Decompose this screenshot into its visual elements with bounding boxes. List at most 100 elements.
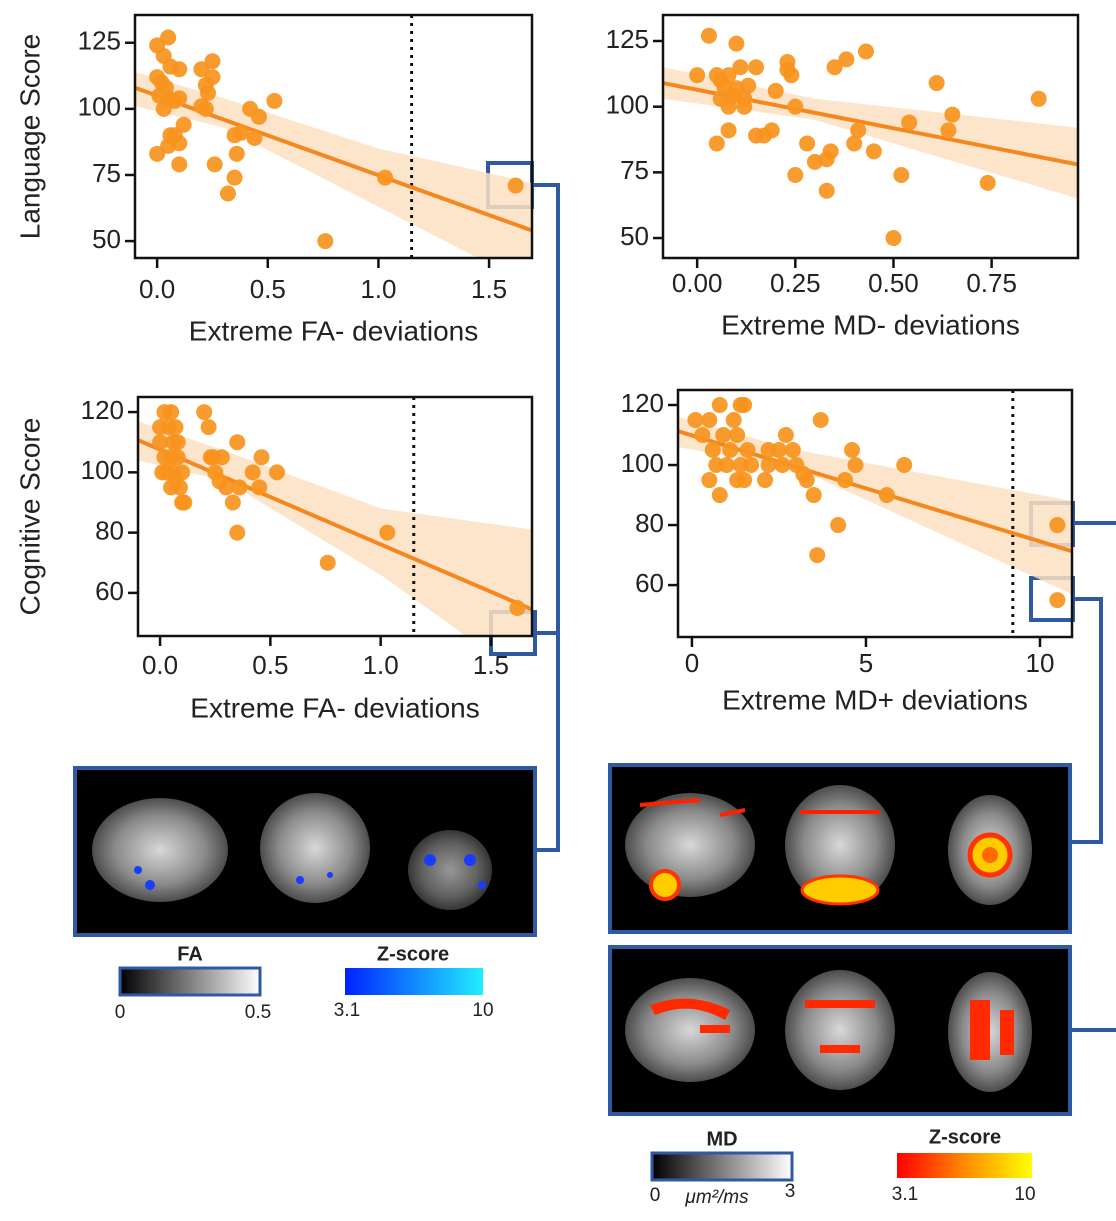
brain-slice (408, 830, 492, 910)
y-tick-label: 80 (95, 515, 124, 545)
point (231, 479, 248, 496)
brain-slice (625, 793, 755, 897)
colorbar-max: 10 (472, 1000, 493, 1021)
y-tick-label: 125 (78, 26, 121, 56)
md-brain-panel (608, 763, 1072, 1116)
y-tick-label: 120 (81, 395, 124, 425)
point (732, 59, 749, 76)
x-tick-label: 0.25 (770, 268, 821, 298)
x-tick-label: 0.75 (966, 268, 1017, 298)
point (720, 98, 737, 115)
x-tick-label: 1.0 (363, 650, 399, 680)
point (770, 442, 787, 459)
point (246, 129, 263, 146)
axes-frame (676, 388, 1074, 639)
point (736, 98, 753, 115)
point (740, 77, 757, 94)
y-tick-label: 50 (92, 224, 121, 254)
y-axis-label: Cognitive Score (14, 418, 45, 616)
point (784, 442, 801, 459)
point (155, 100, 172, 117)
point (711, 487, 728, 504)
point (1049, 517, 1066, 534)
point (739, 442, 756, 459)
point (226, 169, 243, 186)
point (708, 135, 725, 152)
point (200, 85, 217, 102)
point (979, 174, 996, 191)
y-tick-label: 80 (635, 508, 664, 538)
point (213, 449, 230, 466)
point (720, 67, 737, 84)
point (701, 472, 718, 489)
point (805, 487, 822, 504)
y-tick-label: 100 (81, 455, 124, 485)
axes-frame (136, 395, 534, 638)
point (319, 554, 336, 571)
point (700, 27, 717, 44)
point (847, 457, 864, 474)
point (928, 75, 945, 92)
point (228, 145, 245, 162)
colorbar-title: FA (177, 943, 203, 965)
point (251, 479, 268, 496)
point (743, 457, 760, 474)
point (777, 427, 794, 444)
brain-slice (260, 793, 370, 903)
colorbar-min: 0 (115, 1002, 126, 1023)
point (736, 472, 753, 489)
plot-area (138, 397, 532, 636)
x-axis-label: Extreme FA- deviations (189, 315, 478, 346)
point (838, 51, 855, 68)
point (809, 547, 826, 564)
colorbar (650, 1151, 794, 1182)
axes-frame (661, 13, 1080, 260)
point (507, 177, 524, 194)
point (722, 442, 739, 459)
point (1030, 90, 1047, 107)
point (171, 61, 188, 78)
scatter-chart: 0.00 0.25 0.50 0.75 50 75 100 125 Extreme MD- de… (606, 13, 1080, 340)
y-tick-label: 100 (606, 90, 649, 120)
brain-slice (92, 798, 228, 902)
y-tick-label: 75 (620, 155, 649, 185)
point (196, 404, 213, 421)
point (865, 143, 882, 160)
point (799, 135, 816, 152)
point (689, 67, 706, 84)
point (757, 472, 774, 489)
x-tick-label: 0.5 (252, 650, 288, 680)
colorbar-title: MD (706, 1128, 737, 1150)
point (760, 457, 777, 474)
colorbar (897, 1153, 1032, 1178)
x-tick-label: 1.0 (360, 274, 396, 304)
point (774, 457, 791, 474)
point (219, 185, 236, 202)
point (715, 427, 732, 444)
point (154, 464, 171, 481)
point (204, 53, 221, 70)
point (783, 67, 800, 84)
point (317, 233, 334, 250)
point (377, 169, 394, 186)
brain-slice (785, 785, 895, 905)
point (893, 166, 910, 183)
point (197, 100, 214, 117)
point (787, 98, 804, 115)
point (167, 419, 184, 436)
point (176, 494, 193, 511)
colorbar-max: 3 (785, 1181, 796, 1202)
point (818, 182, 835, 199)
colorbar (345, 968, 483, 995)
y-tick-label: 120 (621, 388, 664, 418)
x-tick-label: 0.00 (672, 268, 723, 298)
colorbar (118, 966, 262, 997)
y-tick-label: 75 (92, 158, 121, 188)
colorbars: FA 0 0.5 Z-score 3.1 10 MD 0 μm²/ms 3 Z-… (115, 943, 1036, 1208)
point (779, 54, 796, 71)
point (169, 449, 186, 466)
point (509, 599, 526, 616)
point (940, 122, 957, 139)
colorbar-max: 10 (1014, 1184, 1035, 1205)
